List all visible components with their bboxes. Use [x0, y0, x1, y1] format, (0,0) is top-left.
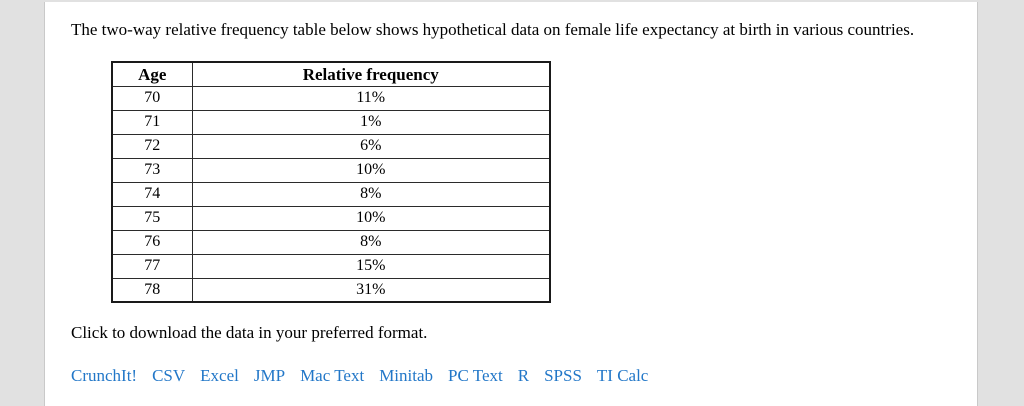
table-row: 74 8%: [111, 181, 551, 207]
table-row: 77 15%: [111, 253, 551, 279]
download-link-r[interactable]: R: [517, 366, 530, 386]
frequency-cell: 15%: [191, 253, 551, 279]
frequency-cell: 10%: [191, 205, 551, 231]
table-row: 72 6%: [111, 133, 551, 159]
table-row: 70 11%: [111, 85, 551, 111]
age-cell: 70: [111, 85, 193, 111]
age-cell: 78: [111, 277, 193, 303]
age-cell: 72: [111, 133, 193, 159]
frequency-cell: 31%: [191, 277, 551, 303]
table-row: 75 10%: [111, 205, 551, 231]
frequency-cell: 6%: [191, 133, 551, 159]
age-cell: 73: [111, 157, 193, 183]
table-row: 76 8%: [111, 229, 551, 255]
download-link-csv[interactable]: CSV: [152, 366, 186, 386]
table-header-age: Age: [111, 61, 193, 87]
table-row: 71 1%: [111, 109, 551, 135]
age-cell: 71: [111, 109, 193, 135]
table-row: 73 10%: [111, 157, 551, 183]
intro-text: The two-way relative frequency table bel…: [71, 20, 915, 39]
download-link-minitab[interactable]: Minitab: [379, 366, 434, 386]
frequency-cell: 11%: [191, 85, 551, 111]
download-link-jmp[interactable]: JMP: [253, 366, 286, 386]
table-header-row: Age Relative frequency: [111, 61, 551, 87]
download-link-excel[interactable]: Excel: [200, 366, 239, 386]
age-cell: 75: [111, 205, 193, 231]
download-links-row: CrunchIt! CSV Excel JMP Mac Text Minitab PC Te…: [71, 366, 977, 386]
age-cell: 76: [111, 229, 193, 255]
download-link-pc-text[interactable]: PC Text: [448, 366, 503, 386]
age-cell: 74: [111, 181, 193, 207]
frequency-cell: 10%: [191, 157, 551, 183]
table-header-relative-frequency: Relative frequency: [191, 61, 551, 87]
frequency-table: Age Relative frequency 70 11% 71 1% 72 6% 73 10…: [111, 61, 551, 304]
content-page: The two-way relative frequency table bel…: [44, 2, 978, 406]
download-link-spss[interactable]: SPSS: [544, 366, 582, 386]
table-row: 78 31%: [111, 277, 551, 303]
frequency-cell: 8%: [191, 181, 551, 207]
frequency-cell: 1%: [191, 109, 551, 135]
download-link-ti-calc[interactable]: TI Calc: [596, 366, 649, 386]
download-instruction: Click to download the data in your prefe…: [71, 323, 428, 343]
age-cell: 77: [111, 253, 193, 279]
download-link-mac-text[interactable]: Mac Text: [300, 366, 365, 386]
frequency-cell: 8%: [191, 229, 551, 255]
download-link-crunchit[interactable]: CrunchIt!: [71, 366, 138, 386]
